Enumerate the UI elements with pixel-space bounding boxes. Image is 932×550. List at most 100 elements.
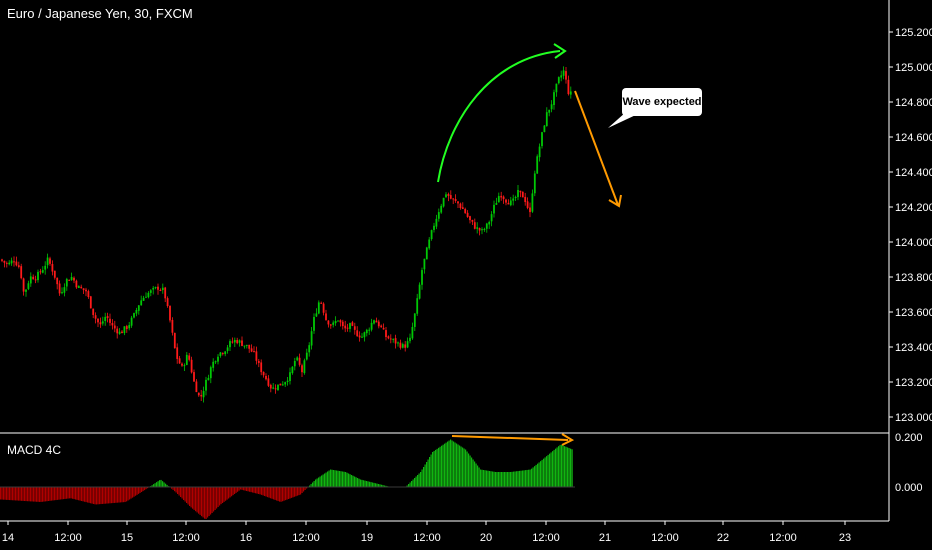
candle-body bbox=[433, 225, 435, 230]
macd-bar bbox=[123, 487, 125, 503]
candle-body bbox=[221, 353, 224, 355]
price-tick-label: 124.800 bbox=[895, 97, 932, 109]
candle-body bbox=[356, 330, 359, 337]
macd-bar bbox=[289, 487, 291, 499]
macd-bar bbox=[528, 469, 530, 487]
macd-bar bbox=[484, 470, 486, 487]
macd-bar bbox=[157, 481, 159, 487]
macd-bar bbox=[130, 487, 132, 499]
candle-body bbox=[260, 362, 263, 373]
time-tick-label: 23 bbox=[839, 532, 851, 544]
macd-bar bbox=[300, 487, 302, 495]
macd-bar bbox=[27, 487, 29, 502]
green-curved-arrow[interactable] bbox=[437, 50, 561, 183]
macd-bar bbox=[522, 470, 524, 487]
macd-bar bbox=[162, 481, 164, 487]
candle-body bbox=[452, 198, 455, 200]
macd-bar bbox=[382, 485, 384, 487]
macd-bar bbox=[348, 473, 350, 487]
candle-body bbox=[392, 338, 395, 340]
macd-bar bbox=[309, 485, 311, 487]
macd-bar bbox=[559, 444, 561, 487]
macd-bar bbox=[255, 487, 257, 494]
candle-body bbox=[226, 347, 229, 351]
macd-bar bbox=[270, 487, 272, 499]
macd-bar bbox=[228, 487, 230, 499]
candle-body bbox=[421, 270, 423, 285]
macd-bar bbox=[324, 473, 326, 487]
macd-bar bbox=[52, 487, 54, 501]
macd-bar bbox=[531, 468, 533, 487]
candle-body bbox=[125, 326, 128, 329]
macd-bar bbox=[183, 487, 185, 500]
macd-bar bbox=[331, 469, 333, 487]
macd-bar bbox=[360, 479, 362, 487]
macd-bar bbox=[220, 487, 222, 505]
candle-body bbox=[569, 91, 572, 95]
candle-body bbox=[545, 112, 548, 127]
orange-projection-arrow[interactable] bbox=[574, 90, 619, 206]
macd-bar bbox=[135, 487, 137, 496]
macd-bar bbox=[226, 487, 228, 500]
macd-bar bbox=[36, 487, 38, 502]
macd-bar bbox=[501, 472, 503, 487]
macd-bar bbox=[481, 469, 483, 487]
macd-bar bbox=[45, 487, 47, 502]
macd-bar bbox=[372, 482, 374, 487]
macd-bar bbox=[178, 487, 180, 496]
candle-body bbox=[440, 205, 443, 213]
macd-bar bbox=[427, 459, 429, 487]
candle-body bbox=[56, 277, 59, 285]
candle-body bbox=[490, 214, 493, 222]
macd-bar bbox=[163, 482, 165, 487]
candle-body bbox=[145, 296, 147, 298]
macd-bar bbox=[256, 487, 258, 494]
candle-body bbox=[200, 394, 203, 397]
macd-bar bbox=[295, 487, 297, 497]
macd-bar bbox=[142, 487, 144, 492]
macd-bar bbox=[210, 487, 212, 515]
macd-bar bbox=[306, 487, 308, 489]
candle-body bbox=[3, 260, 6, 263]
macd-bar bbox=[432, 452, 434, 487]
macd-bar bbox=[141, 487, 143, 492]
macd-bar bbox=[30, 487, 32, 502]
macd-bar bbox=[222, 487, 224, 503]
candle-body bbox=[20, 266, 23, 279]
candle-body bbox=[75, 280, 78, 288]
orange-divergence-line[interactable] bbox=[451, 435, 569, 441]
macd-bar bbox=[457, 444, 459, 487]
macd-bar bbox=[358, 478, 360, 487]
price-tick-label: 123.400 bbox=[895, 342, 932, 354]
time-tick-label: 12:00 bbox=[172, 532, 200, 544]
macd-bar bbox=[241, 487, 243, 490]
macd-bar bbox=[337, 470, 339, 487]
macd-bar bbox=[90, 487, 92, 504]
macd-bar bbox=[342, 471, 344, 487]
candle-body bbox=[272, 387, 275, 389]
macd-bar bbox=[418, 473, 420, 487]
candle-body bbox=[214, 361, 217, 363]
macd-bar bbox=[334, 470, 336, 487]
macd-bar bbox=[415, 476, 417, 487]
candle-body bbox=[195, 381, 198, 393]
macd-bar bbox=[535, 464, 537, 487]
macd-bar bbox=[264, 487, 266, 496]
macd-bar bbox=[499, 472, 501, 487]
macd-bar bbox=[69, 487, 71, 499]
wave-expected-callout[interactable]: Wave expected bbox=[622, 88, 702, 116]
macd-bar bbox=[114, 487, 116, 503]
candle-body bbox=[277, 384, 279, 391]
macd-bar bbox=[450, 439, 452, 487]
macd-bar bbox=[205, 487, 207, 519]
time-tick-label: 20 bbox=[480, 532, 492, 544]
candle-body bbox=[435, 218, 438, 227]
macd-bar bbox=[246, 487, 248, 491]
macd-bar bbox=[303, 487, 305, 492]
candle-body bbox=[339, 320, 342, 323]
candle-body bbox=[413, 313, 416, 327]
candle-body bbox=[291, 366, 294, 374]
price-candles bbox=[1, 66, 572, 403]
drawings[interactable] bbox=[437, 43, 642, 446]
macd-bar bbox=[571, 449, 573, 487]
